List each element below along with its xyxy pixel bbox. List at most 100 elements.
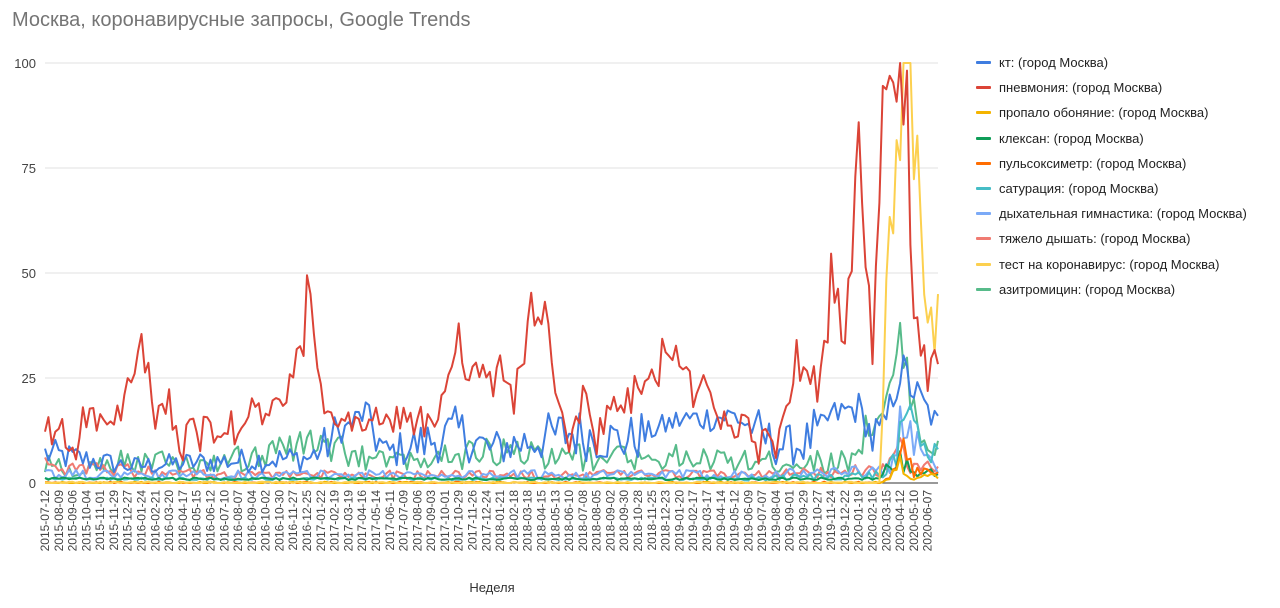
x-tick-label: 2017-06-11	[383, 490, 397, 551]
x-tick-label: 2017-04-16	[355, 490, 369, 552]
legend-item: тест на коронавирус: (город Москва)	[976, 252, 1276, 277]
x-tick-label: 2017-05-14	[369, 490, 383, 552]
y-tick-label: 25	[22, 371, 36, 386]
x-tick-label: 2015-11-29	[107, 490, 121, 551]
y-tick-label: 50	[22, 266, 36, 281]
legend-item: сатурация: (город Москва)	[976, 176, 1276, 201]
x-tick-label: 2016-10-02	[259, 490, 273, 552]
series-line-1	[44, 354, 939, 474]
legend-item: дыхательная гимнастика: (город Москва)	[976, 201, 1276, 226]
legend-label: сатурация: (город Москва)	[999, 181, 1159, 197]
legend-item: пропало обоняние: (город Москва)	[976, 100, 1276, 125]
x-tick-label: 2018-11-25	[645, 490, 659, 551]
legend-label: азитромицин: (город Москва)	[999, 281, 1176, 297]
x-tick-label: 2018-09-30	[617, 490, 631, 552]
x-tick-label: 2019-08-04	[769, 490, 783, 552]
legend-label: тяжело дышать: (город Москва)	[999, 231, 1191, 247]
x-tick-label: 2018-01-21	[493, 490, 507, 552]
legend-swatch	[976, 111, 991, 115]
x-tick-label: 2017-11-26	[466, 490, 480, 551]
x-tick-label: 2016-01-24	[135, 490, 149, 552]
x-axis-label: Неделя	[469, 580, 514, 595]
x-tick-label: 2019-07-07	[755, 490, 769, 552]
x-tick-label: 2016-03-20	[162, 490, 176, 552]
x-tick-label: 2017-08-06	[410, 490, 424, 552]
legend-item: пульсоксиметр: (город Москва)	[976, 151, 1276, 176]
x-tick-label: 2015-10-04	[79, 490, 93, 552]
x-tick-label: 2019-02-17	[686, 490, 700, 552]
x-axis-ticks: 2015-07-12 2015-08-09 2015-09-06 2015-10-04…	[38, 490, 935, 552]
legend-label: тест на коронавирус: (город Москва)	[999, 256, 1220, 272]
x-tick-label: 2015-07-12	[38, 490, 52, 552]
legend-swatch	[976, 237, 991, 241]
x-tick-label: 2020-01-19	[852, 490, 866, 552]
x-tick-label: 2018-02-18	[507, 490, 521, 552]
legend-item: кт: (город Москва)	[976, 50, 1276, 75]
legend-item: азитромицин: (город Москва)	[976, 277, 1276, 302]
x-tick-label: 2017-02-19	[328, 490, 342, 552]
series-line-7	[44, 405, 939, 481]
x-tick-label: 2016-05-15	[190, 490, 204, 552]
x-tick-label: 2017-12-24	[479, 490, 493, 552]
legend-label: пульсоксиметр: (город Москва)	[999, 155, 1187, 171]
legend-swatch	[976, 212, 991, 216]
legend-swatch	[976, 287, 991, 291]
legend: кт: (город Москва) пневмония: (город Моск…	[976, 50, 1276, 302]
x-tick-label: 2016-10-30	[272, 490, 286, 552]
x-tick-label: 2015-12-27	[121, 490, 135, 552]
x-tick-label: 2018-10-28	[631, 490, 645, 552]
x-tick-label: 2020-03-15	[879, 490, 893, 552]
x-tick-label: 2016-08-07	[231, 490, 245, 552]
x-tick-label: 2018-03-18	[521, 490, 535, 552]
x-tick-label: 2019-09-01	[783, 490, 797, 552]
y-tick-label: 0	[29, 476, 36, 491]
x-tick-label: 2016-09-04	[245, 490, 259, 552]
x-tick-label: 2019-01-20	[672, 490, 686, 552]
legend-label: пневмония: (город Москва)	[999, 80, 1163, 96]
x-tick-label: 2020-05-10	[907, 490, 921, 552]
series-line-9	[45, 62, 939, 484]
y-tick-label: 75	[22, 161, 36, 176]
legend-item: клексан: (город Москва)	[976, 126, 1276, 151]
x-tick-label: 2018-07-08	[576, 490, 590, 552]
x-tick-label: 2018-05-13	[548, 490, 562, 552]
x-tick-label: 2016-12-25	[300, 490, 314, 552]
x-tick-label: 2016-07-10	[217, 490, 231, 552]
gridlines	[45, 62, 938, 484]
x-tick-label: 2019-10-27	[810, 490, 824, 552]
x-tick-label: 2019-06-09	[741, 490, 755, 552]
legend-label: клексан: (город Москва)	[999, 130, 1144, 146]
x-tick-label: 2019-09-29	[797, 490, 811, 552]
x-tick-label: 2015-09-06	[66, 490, 80, 552]
x-tick-label: 2019-03-17	[700, 490, 714, 552]
x-tick-label: 2017-10-29	[452, 490, 466, 552]
x-tick-label: 2016-02-21	[148, 490, 162, 552]
x-tick-label: 2019-04-14	[714, 490, 728, 552]
x-tick-label: 2017-07-09	[397, 490, 411, 552]
x-tick-label: 2015-08-09	[52, 490, 66, 552]
legend-item: тяжело дышать: (город Москва)	[976, 226, 1276, 251]
x-tick-label: 2018-04-15	[534, 490, 548, 552]
y-axis-ticks: 0 25 50 75 100	[14, 56, 36, 491]
x-tick-label: 2016-04-17	[176, 490, 190, 552]
chart-title: Москва, коронавирусные запросы, Google T…	[12, 9, 471, 31]
legend-label: пропало обоняние: (город Москва)	[999, 105, 1209, 121]
legend-swatch	[976, 136, 991, 140]
x-tick-label: 2016-11-27	[286, 490, 300, 551]
x-tick-label: 2018-08-05	[590, 490, 604, 552]
x-tick-label: 2020-04-12	[893, 490, 907, 552]
x-tick-label: 2019-11-24	[824, 490, 838, 551]
legend-swatch	[976, 262, 991, 266]
x-tick-label: 2017-01-22	[314, 490, 328, 552]
x-tick-label: 2017-10-01	[438, 490, 452, 552]
x-tick-label: 2019-12-22	[838, 490, 852, 552]
x-tick-label: 2015-11-01	[93, 490, 107, 551]
y-tick-label: 100	[14, 56, 36, 71]
legend-label: дыхательная гимнастика: (город Москва)	[999, 206, 1247, 222]
x-tick-label: 2018-12-23	[659, 490, 673, 552]
series-line-10	[44, 321, 939, 478]
series-lines	[44, 62, 939, 484]
legend-swatch	[976, 61, 991, 65]
series-line-8	[44, 437, 939, 481]
